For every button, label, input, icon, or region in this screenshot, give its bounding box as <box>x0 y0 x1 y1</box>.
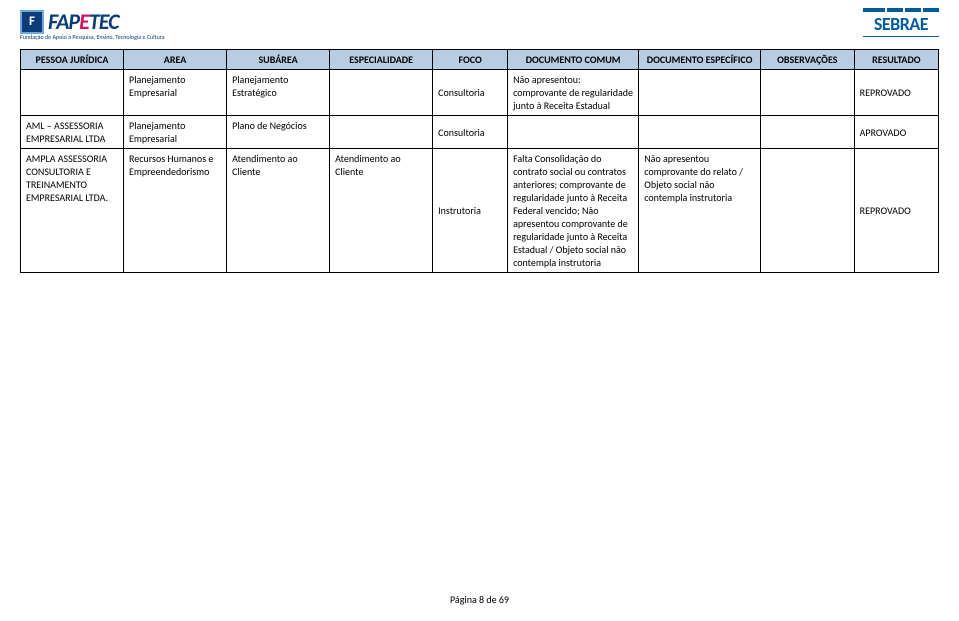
cell-obs <box>760 149 854 273</box>
fapetec-text: FAPETEC <box>48 8 119 35</box>
table-row: AMPLA ASSESSORIA CONSULTORIA E TREINAMEN… <box>21 149 939 273</box>
cell-comum: Não apresentou: comprovante de regularid… <box>508 70 639 116</box>
cell-subarea: Planejamento Estratégico <box>227 70 330 116</box>
th-pj: PESSOA JURÍDICA <box>21 50 124 70</box>
th-esp: ESPECIALIDADE <box>330 50 433 70</box>
cell-espec <box>639 116 761 149</box>
th-foco: FOCO <box>433 50 508 70</box>
cell-obs <box>760 116 854 149</box>
cell-area: Recursos Humanos e Empreendedorismo <box>124 149 227 273</box>
cell-res: APROVADO <box>854 116 938 149</box>
cell-pj: AML – ASSESSORIA EMPRESARIAL LTDA <box>21 116 124 149</box>
cell-esp <box>330 116 433 149</box>
cell-pj: AMPLA ASSESSORIA CONSULTORIA E TREINAMEN… <box>21 149 124 273</box>
cell-espec: Não apresentou comprovante do relato / O… <box>639 149 761 273</box>
th-obs: OBSERVAÇÕES <box>760 50 854 70</box>
th-area: AREA <box>124 50 227 70</box>
page-header: F FAPETEC Fundação de Apoio à Pesquisa, … <box>20 8 939 41</box>
cell-pj <box>21 70 124 116</box>
fapetec-icon: F <box>20 10 44 34</box>
data-table: PESSOA JURÍDICA AREA SUBÁREA ESPECIALIDA… <box>20 49 939 273</box>
table-row: Planejamento Empresarial Planejamento Es… <box>21 70 939 116</box>
fapetec-subtitle: Fundação de Apoio à Pesquisa, Ensino, Te… <box>20 33 165 41</box>
th-comum: DOCUMENTO COMUM <box>508 50 639 70</box>
cell-foco: Consultoria <box>433 70 508 116</box>
cell-res: REPROVADO <box>854 70 938 116</box>
cell-esp: Atendimento ao Cliente <box>330 149 433 273</box>
cell-area: Planejamento Empresarial <box>124 116 227 149</box>
sebrae-bars-icon <box>863 8 939 12</box>
th-subarea: SUBÁREA <box>227 50 330 70</box>
cell-subarea: Plano de Negócios <box>227 116 330 149</box>
page-footer: Página 8 de 69 <box>0 593 959 606</box>
cell-comum <box>508 116 639 149</box>
cell-res: REPROVADO <box>854 149 938 273</box>
cell-subarea: Atendimento ao Cliente <box>227 149 330 273</box>
table-row: AML – ASSESSORIA EMPRESARIAL LTDA Planej… <box>21 116 939 149</box>
table-header-row: PESSOA JURÍDICA AREA SUBÁREA ESPECIALIDA… <box>21 50 939 70</box>
cell-foco: Consultoria <box>433 116 508 149</box>
th-espec: DOCUMENTO ESPECÍFICO <box>639 50 761 70</box>
cell-comum: Falta Consolidação do contrato social ou… <box>508 149 639 273</box>
th-res: RESULTADO <box>854 50 938 70</box>
cell-esp <box>330 70 433 116</box>
cell-obs <box>760 70 854 116</box>
cell-foco: Instrutoria <box>433 149 508 273</box>
fapetec-logo: F FAPETEC Fundação de Apoio à Pesquisa, … <box>20 8 165 41</box>
cell-area: Planejamento Empresarial <box>124 70 227 116</box>
sebrae-text: SEBRAE <box>874 13 928 35</box>
sebrae-logo: SEBRAE <box>863 8 939 37</box>
cell-espec <box>639 70 761 116</box>
